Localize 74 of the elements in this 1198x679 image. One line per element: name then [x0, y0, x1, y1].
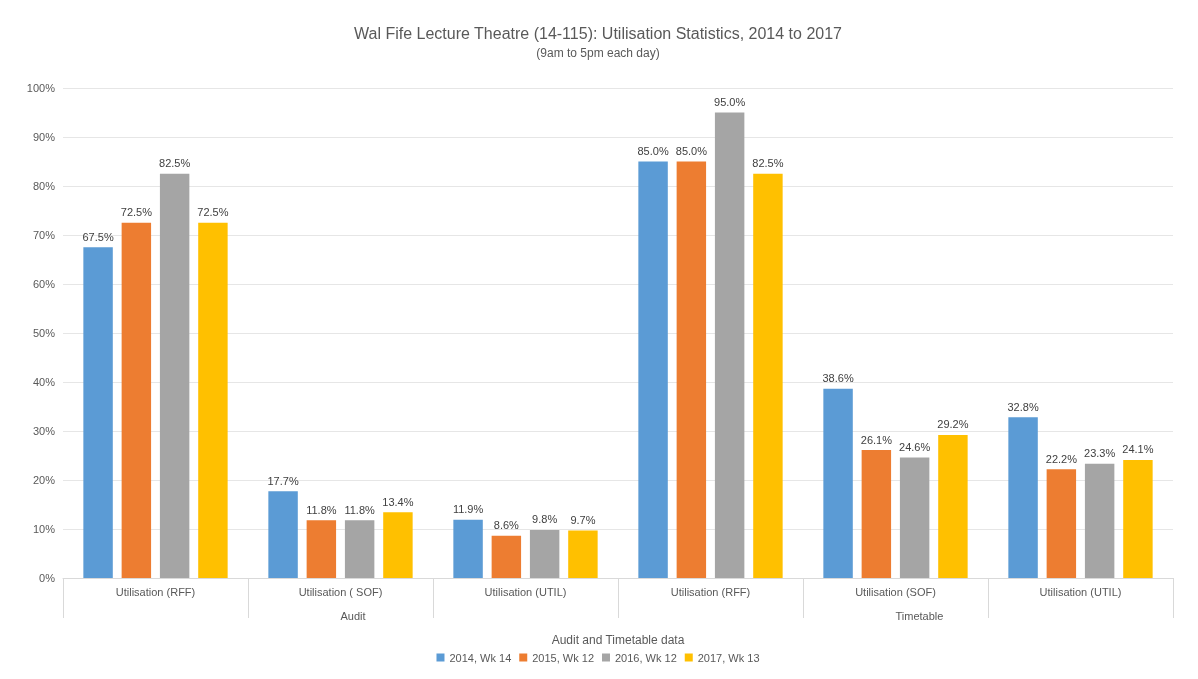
legend-label: 2017, Wk 13	[697, 651, 760, 664]
x-tick-label: Utilisation ( SOF)	[298, 585, 383, 598]
bar	[938, 434, 968, 578]
y-tick-label: 50%	[32, 327, 56, 339]
data-label: 11.8%	[306, 503, 337, 516]
y-tick-label: 10%	[32, 523, 56, 535]
legend-label: 2014, Wk 14	[449, 651, 512, 664]
bar	[861, 450, 892, 578]
y-tick-label: 0%	[39, 572, 56, 584]
bar	[714, 112, 745, 578]
data-label: 22.2%	[1045, 452, 1078, 465]
y-tick-label: 20%	[32, 474, 56, 486]
chart-title: Wal Fife Lecture Theatre (14-115): Utilisation Statistics, 2014 to 2017	[354, 24, 843, 42]
y-tick-label: 80%	[32, 180, 56, 192]
data-label: 29.2%	[937, 418, 969, 431]
data-label: 9.7%	[570, 513, 596, 526]
data-label: 11.8%	[344, 503, 376, 516]
data-label: 85.0%	[675, 145, 708, 157]
bar	[1046, 469, 1077, 578]
x-tick-label: Utilisation (RFF)	[670, 585, 751, 598]
bar	[83, 247, 113, 578]
bar	[823, 388, 853, 578]
bar	[676, 161, 707, 578]
data-label: 9.8%	[532, 513, 558, 526]
data-label: 38.6%	[822, 372, 854, 385]
data-label: 67.5%	[82, 230, 114, 243]
x-tick-label: Utilisation (UTIL)	[484, 585, 567, 598]
data-label: 13.4%	[382, 495, 414, 508]
bar	[453, 519, 483, 578]
bar	[899, 457, 930, 578]
bar	[753, 173, 783, 578]
y-tick-label: 60%	[32, 278, 56, 290]
data-label: 8.6%	[493, 519, 520, 532]
bar	[491, 535, 522, 578]
data-label: 82.5%	[752, 157, 784, 170]
bar	[306, 520, 337, 578]
data-label: 85.0%	[637, 145, 669, 157]
data-label: 72.5%	[197, 206, 229, 219]
data-label: 82.5%	[159, 157, 191, 170]
y-tick-label: 40%	[32, 376, 56, 388]
bar	[344, 520, 375, 578]
bar	[1123, 459, 1153, 578]
bar	[1008, 417, 1038, 578]
legend-label: 2016, Wk 12	[615, 651, 677, 664]
data-label: 26.1%	[860, 433, 893, 446]
y-tick-label: 70%	[32, 229, 56, 241]
text: Audit	[340, 609, 366, 622]
y-tick-label: 90%	[32, 131, 56, 143]
data-label: 23.3%	[1084, 447, 1116, 460]
bar	[159, 173, 190, 578]
data-label: 32.8%	[1007, 400, 1039, 413]
data-label: 72.5%	[120, 206, 153, 219]
data-label: 11.9%	[452, 503, 484, 516]
x-tick-label: Utilisation (UTIL)	[1039, 585, 1122, 598]
bar	[268, 491, 298, 578]
data-label: 24.6%	[899, 440, 931, 453]
bar	[1084, 463, 1115, 578]
data-label: 95.0%	[714, 96, 746, 108]
x-axis-title: Audit and Timetable data	[551, 633, 685, 647]
chart-subtitle: (9am to 5pm each day)	[536, 46, 660, 60]
legend-label: 2015, Wk 12	[532, 651, 595, 664]
y-tick-label: 30%	[32, 425, 56, 437]
x-tick-label: Utilisation (RFF)	[115, 585, 196, 598]
bar	[121, 222, 152, 578]
data-label: 24.1%	[1122, 443, 1154, 456]
x-tick-label: Utilisation (SOF)	[855, 585, 936, 598]
text: Timetable	[895, 609, 944, 622]
bar	[529, 529, 560, 578]
bar	[383, 512, 413, 578]
y-tick-label: 100%	[26, 82, 56, 94]
data-label: 17.7%	[267, 474, 299, 487]
bar	[638, 161, 668, 578]
bar	[568, 530, 598, 578]
bar	[198, 222, 228, 578]
